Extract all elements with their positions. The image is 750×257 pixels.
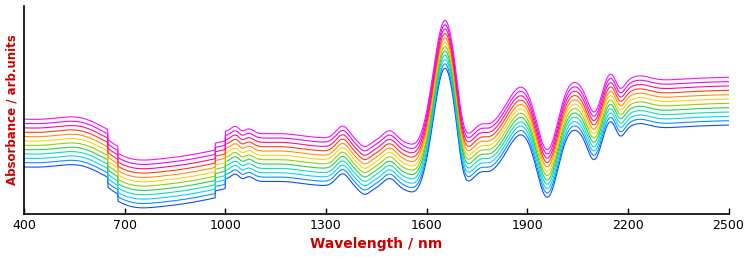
X-axis label: Wavelength / nm: Wavelength / nm (310, 237, 442, 251)
Y-axis label: Absorbance / arb.units: Absorbance / arb.units (5, 34, 19, 185)
